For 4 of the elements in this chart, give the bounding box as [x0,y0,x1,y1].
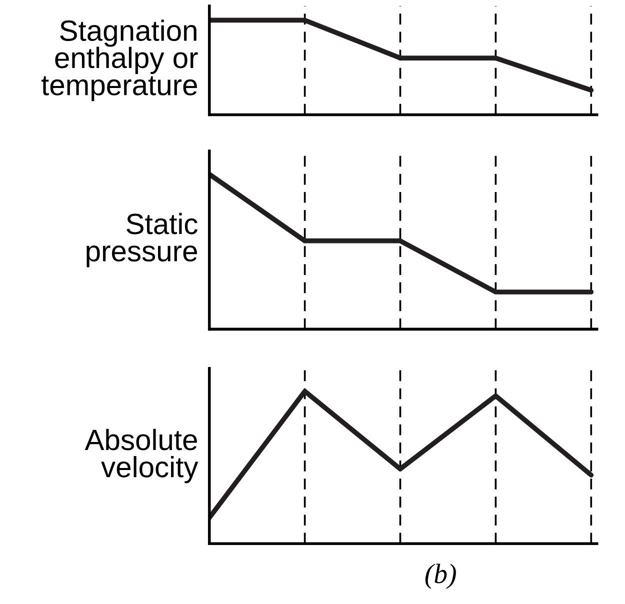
y-axis-title: Stagnation enthalpy or temperature [41,20,198,102]
y-axis-title: Absolute velocity [84,428,198,484]
y-axis-title: Static pressure [86,212,198,268]
text: (b) [425,564,456,589]
